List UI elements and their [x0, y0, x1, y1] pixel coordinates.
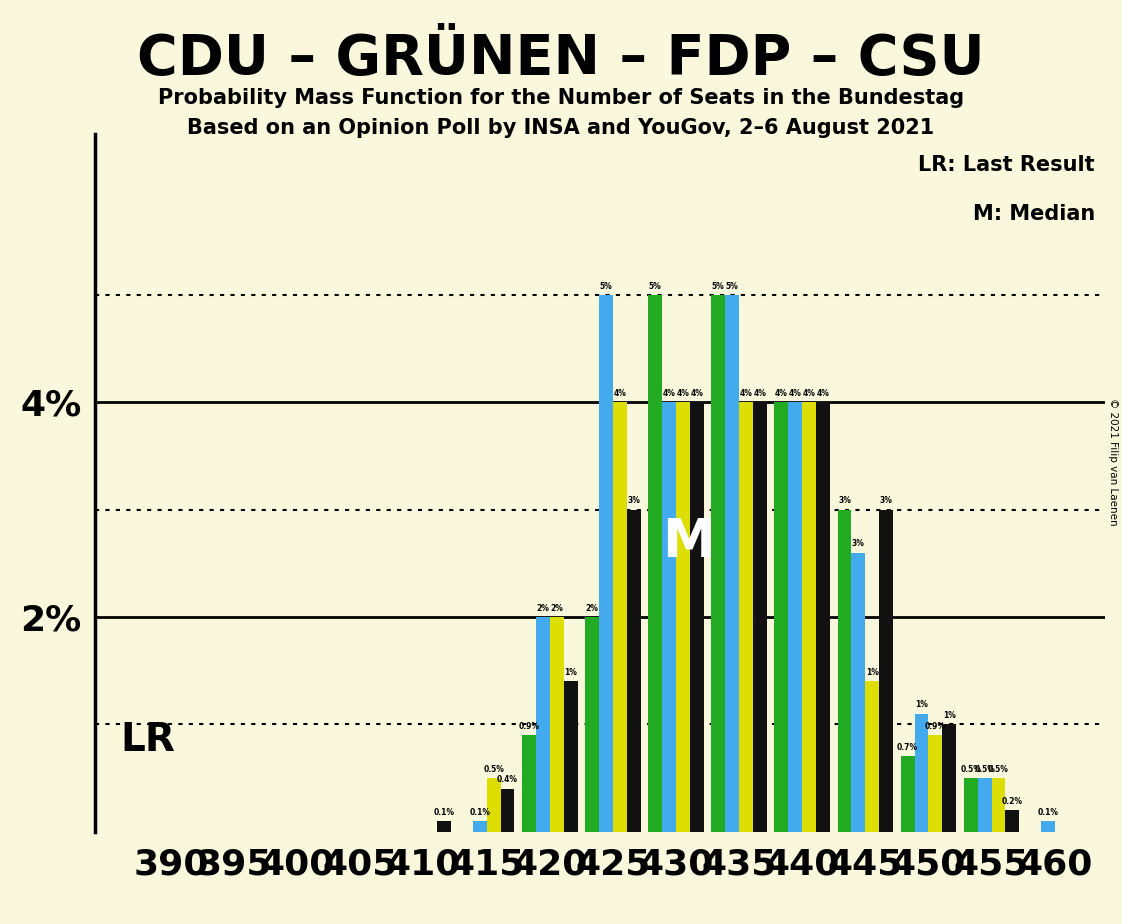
Bar: [586, 617, 599, 832]
Text: 4%: 4%: [817, 389, 829, 398]
Text: 4%: 4%: [754, 389, 766, 398]
Text: 0.7%: 0.7%: [898, 743, 918, 752]
Text: 4%: 4%: [614, 389, 626, 398]
Bar: [977, 778, 992, 832]
Text: 1%: 1%: [942, 711, 956, 720]
Text: Based on an Opinion Poll by INSA and YouGov, 2–6 August 2021: Based on an Opinion Poll by INSA and You…: [187, 118, 935, 139]
Text: 3%: 3%: [627, 496, 641, 505]
Bar: [1005, 810, 1020, 832]
Bar: [901, 757, 914, 832]
Bar: [690, 402, 703, 832]
Text: 0.1%: 0.1%: [469, 808, 490, 817]
Text: 4%: 4%: [775, 389, 788, 398]
Text: LR: Last Result: LR: Last Result: [919, 155, 1095, 175]
Text: M: M: [662, 516, 715, 568]
Bar: [649, 295, 662, 832]
Text: 0.1%: 0.1%: [434, 808, 454, 817]
Bar: [522, 735, 536, 832]
Bar: [929, 735, 942, 832]
Text: 0.5%: 0.5%: [974, 765, 995, 773]
Text: LR: LR: [121, 722, 175, 760]
Text: 0.4%: 0.4%: [497, 775, 518, 784]
Text: CDU – GRÜNEN – FDP – CSU: CDU – GRÜNEN – FDP – CSU: [137, 32, 985, 86]
Bar: [627, 510, 641, 832]
Bar: [662, 402, 675, 832]
Bar: [942, 724, 956, 832]
Bar: [865, 681, 880, 832]
Text: 0.5%: 0.5%: [960, 765, 981, 773]
Bar: [1041, 821, 1055, 832]
Bar: [964, 778, 977, 832]
Text: 0.5%: 0.5%: [484, 765, 504, 773]
Text: Probability Mass Function for the Number of Seats in the Bundestag: Probability Mass Function for the Number…: [158, 88, 964, 108]
Bar: [563, 681, 578, 832]
Bar: [837, 510, 852, 832]
Text: 2%: 2%: [536, 603, 550, 613]
Text: 3%: 3%: [852, 540, 865, 548]
Text: 5%: 5%: [649, 282, 662, 291]
Bar: [550, 617, 563, 832]
Text: M: Median: M: Median: [973, 203, 1095, 224]
Text: 0.9%: 0.9%: [925, 722, 946, 731]
Text: 4%: 4%: [677, 389, 689, 398]
Text: 4%: 4%: [802, 389, 816, 398]
Bar: [613, 402, 627, 832]
Text: 0.5%: 0.5%: [988, 765, 1009, 773]
Text: 0.9%: 0.9%: [518, 722, 540, 731]
Text: 1%: 1%: [564, 668, 577, 677]
Text: © 2021 Filip van Laenen: © 2021 Filip van Laenen: [1109, 398, 1118, 526]
Bar: [711, 295, 725, 832]
Text: 5%: 5%: [599, 282, 613, 291]
Text: 2%: 2%: [586, 603, 598, 613]
Bar: [914, 713, 929, 832]
Bar: [438, 821, 451, 832]
Bar: [816, 402, 830, 832]
Bar: [536, 617, 550, 832]
Bar: [880, 510, 893, 832]
Bar: [774, 402, 789, 832]
Text: 0.2%: 0.2%: [1002, 796, 1023, 806]
Bar: [725, 295, 739, 832]
Text: 4%: 4%: [789, 389, 802, 398]
Bar: [753, 402, 767, 832]
Text: 5%: 5%: [726, 282, 738, 291]
Text: 4%: 4%: [690, 389, 703, 398]
Text: 3%: 3%: [880, 496, 893, 505]
Text: 1%: 1%: [916, 700, 928, 710]
Bar: [739, 402, 753, 832]
Text: 0.1%: 0.1%: [1037, 808, 1058, 817]
Text: 2%: 2%: [550, 603, 563, 613]
Text: 4%: 4%: [739, 389, 753, 398]
Bar: [802, 402, 816, 832]
Bar: [675, 402, 690, 832]
Bar: [500, 789, 514, 832]
Text: 4%: 4%: [663, 389, 675, 398]
Bar: [472, 821, 487, 832]
Bar: [789, 402, 802, 832]
Text: 1%: 1%: [866, 668, 879, 677]
Bar: [852, 553, 865, 832]
Text: 3%: 3%: [838, 496, 850, 505]
Bar: [599, 295, 613, 832]
Text: 5%: 5%: [712, 282, 725, 291]
Bar: [487, 778, 500, 832]
Bar: [992, 778, 1005, 832]
